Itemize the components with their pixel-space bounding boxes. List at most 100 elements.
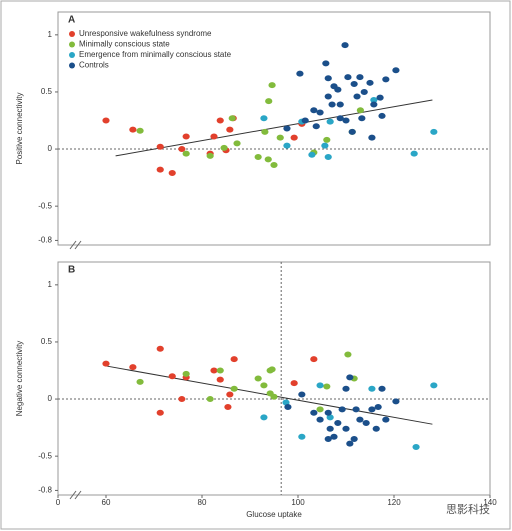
data-point <box>230 385 238 392</box>
data-point <box>136 378 144 385</box>
data-point <box>156 409 164 416</box>
data-point <box>216 117 224 124</box>
data-point <box>233 140 241 147</box>
data-point <box>261 128 269 135</box>
data-point <box>310 356 318 363</box>
data-point <box>290 134 298 141</box>
data-point <box>324 409 332 416</box>
data-point <box>260 115 268 122</box>
data-point <box>346 440 354 447</box>
data-point <box>368 406 376 413</box>
data-point <box>168 373 176 380</box>
data-point <box>338 406 346 413</box>
y-axis-label: Positive connectivity <box>15 92 24 164</box>
data-point <box>282 399 290 406</box>
data-point <box>206 396 214 403</box>
data-point <box>310 409 318 416</box>
data-point <box>182 150 190 157</box>
data-point <box>410 150 418 157</box>
data-point <box>260 414 268 421</box>
data-point <box>376 94 384 101</box>
y-tick-label: 0 <box>48 394 53 403</box>
data-point <box>264 156 272 163</box>
data-point <box>178 396 186 403</box>
x-tick-label: 80 <box>198 498 207 507</box>
data-point <box>316 382 324 389</box>
data-point <box>372 425 380 432</box>
data-point <box>270 162 278 169</box>
data-point <box>220 144 228 151</box>
data-point <box>326 414 334 421</box>
data-point <box>342 425 350 432</box>
data-point <box>136 127 144 134</box>
y-tick-label: -0.8 <box>38 236 52 245</box>
data-point <box>290 380 298 387</box>
data-point <box>368 134 376 141</box>
legend-marker <box>69 41 75 48</box>
data-point <box>276 134 284 141</box>
legend-label: Controls <box>79 61 109 70</box>
data-point <box>350 80 358 87</box>
data-point <box>362 420 370 427</box>
data-point <box>430 128 438 135</box>
data-point <box>323 383 331 390</box>
data-point <box>324 75 332 82</box>
data-point <box>224 404 232 411</box>
data-point <box>326 118 334 125</box>
data-point <box>178 146 186 153</box>
data-point <box>344 351 352 358</box>
data-point <box>298 391 306 398</box>
data-point <box>336 101 344 108</box>
legend-label: Minimally conscious state <box>79 40 170 49</box>
data-point <box>283 125 291 132</box>
data-point <box>102 360 110 367</box>
data-point <box>168 170 176 177</box>
data-point <box>226 391 234 398</box>
axis-break <box>69 490 77 500</box>
data-point <box>268 366 276 373</box>
data-point <box>182 370 190 377</box>
x-tick-label: 100 <box>291 498 305 507</box>
axis-break <box>74 240 82 250</box>
y-tick-label: 0.5 <box>41 87 53 96</box>
data-point <box>356 416 364 423</box>
data-point <box>129 126 137 133</box>
x-tick-label: 0 <box>56 498 61 507</box>
data-point <box>353 93 361 100</box>
x-axis-label: Glucose uptake <box>246 510 302 519</box>
watermark: 思影科技 <box>446 502 490 516</box>
plot-frame <box>57 261 491 496</box>
data-point <box>346 374 354 381</box>
x-tick-label: 140 <box>483 498 497 507</box>
panel-label: A <box>68 15 75 26</box>
y-tick-label: 0 <box>48 144 53 153</box>
data-point <box>312 123 320 130</box>
data-point <box>412 444 420 451</box>
data-point <box>316 109 324 116</box>
data-point <box>210 367 218 374</box>
data-point <box>358 115 366 122</box>
data-point <box>382 76 390 83</box>
data-point <box>210 133 218 140</box>
data-point <box>216 376 224 383</box>
data-point <box>341 42 349 49</box>
x-tick-label: 120 <box>387 498 401 507</box>
data-point <box>378 112 386 119</box>
data-point <box>268 82 276 89</box>
legend-marker <box>69 52 75 58</box>
data-point <box>324 93 332 100</box>
y-tick-label: 1 <box>48 30 53 39</box>
data-point <box>360 88 368 95</box>
trend-line <box>115 99 433 157</box>
data-point <box>226 126 234 133</box>
axis-break <box>69 240 77 250</box>
data-point <box>182 133 190 140</box>
y-tick-label: -0.5 <box>38 201 52 210</box>
data-point <box>430 382 438 389</box>
y-tick-label: 1 <box>48 280 53 289</box>
data-point <box>334 420 342 427</box>
data-point <box>324 436 332 443</box>
data-point <box>296 70 304 77</box>
data-point <box>324 154 332 161</box>
